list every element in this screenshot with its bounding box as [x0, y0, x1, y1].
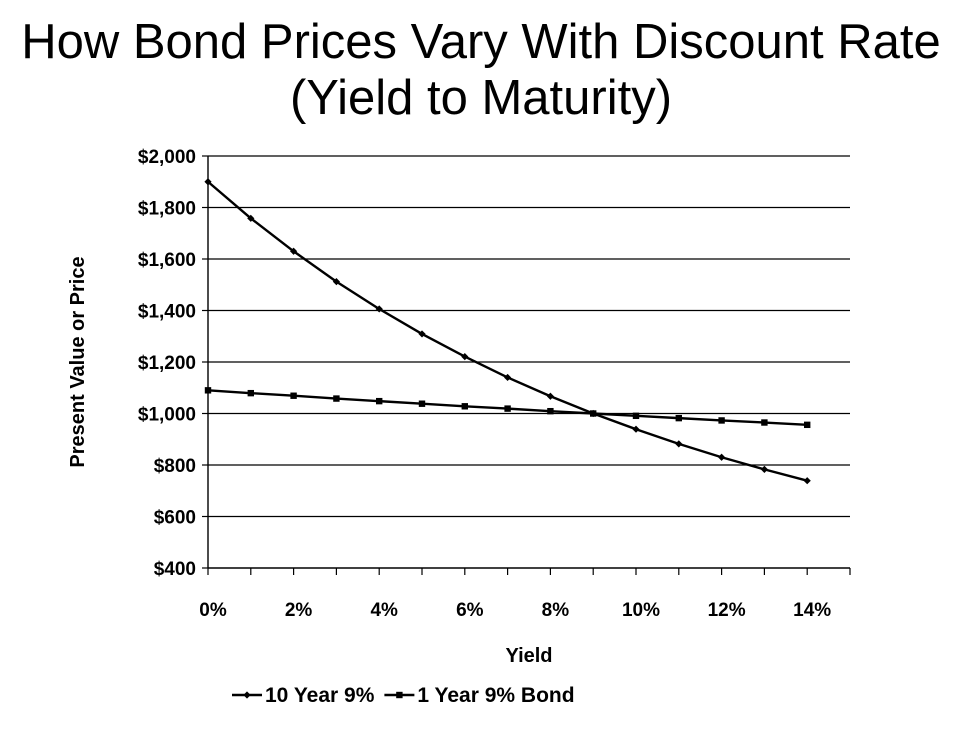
data-point	[761, 419, 768, 426]
data-point	[547, 407, 554, 415]
y-tick-label: $1,400	[138, 302, 196, 323]
data-point	[204, 387, 212, 394]
x-tick-label: 8%	[542, 600, 570, 621]
x-tick-label: 2%	[285, 600, 313, 621]
data-point	[290, 247, 298, 255]
series-2	[204, 387, 811, 429]
series-lines	[204, 178, 811, 485]
series-line	[207, 180, 808, 482]
y-tick-label: $2,000	[138, 147, 196, 168]
data-point	[590, 410, 597, 417]
data-point	[504, 373, 512, 382]
x-tick-label: 14%	[793, 600, 831, 621]
legend-item-2: 1 Year 9% Bond	[384, 684, 575, 707]
data-point	[718, 417, 725, 424]
x-tick-label: 4%	[370, 600, 398, 621]
x-tick-label: 10%	[622, 600, 660, 621]
data-point	[333, 395, 340, 402]
data-point	[675, 414, 682, 422]
axes	[202, 155, 851, 575]
data-point	[461, 352, 469, 361]
data-point	[418, 400, 426, 407]
legend: 10 Year 9% 1 Year 9% Bond	[232, 684, 575, 707]
data-point	[803, 477, 811, 485]
data-point	[804, 421, 811, 429]
y-tick-label: $400	[154, 559, 196, 580]
data-point	[418, 330, 426, 338]
y-tick-label: $1,000	[138, 405, 196, 426]
x-tick-label: 0%	[199, 600, 227, 621]
data-point	[632, 425, 640, 433]
gridlines	[208, 155, 850, 518]
data-point	[247, 389, 254, 397]
data-point	[461, 403, 468, 410]
data-point	[332, 278, 340, 286]
data-point	[243, 691, 251, 699]
y-tick-labels: $400 $600 $800 $1,000 $1,200 $1,400 $1,600 $1,8…	[138, 147, 196, 580]
data-point	[396, 691, 403, 699]
data-point	[760, 465, 768, 473]
x-tick-label: 12%	[708, 600, 746, 621]
chart-title: How Bond Prices Vary With Discount Rate …	[21, 15, 941, 125]
data-point	[204, 178, 212, 186]
legend-item-1: 10 Year 9%	[232, 684, 375, 707]
y-tick-label: $1,200	[138, 353, 196, 374]
x-tick-labels: 0% 2% 4% 6% 8% 10% 12% 14%	[199, 600, 831, 621]
y-tick-label: $600	[154, 508, 196, 529]
data-point	[546, 392, 554, 400]
data-point	[375, 305, 383, 313]
legend-label: 1 Year 9% Bond	[417, 684, 574, 707]
legend-label: 10 Year 9%	[265, 684, 375, 707]
data-point	[504, 405, 511, 412]
data-point	[290, 392, 297, 399]
series-1	[204, 178, 811, 485]
data-point	[632, 412, 640, 420]
data-point	[718, 453, 726, 461]
x-axis-label: Yield	[505, 645, 552, 667]
y-axis-label: Present Value or Price	[67, 256, 89, 467]
y-tick-label: $1,800	[138, 199, 196, 220]
data-point	[247, 214, 255, 222]
data-point	[376, 397, 383, 405]
y-tick-label: $1,600	[138, 250, 196, 271]
data-point	[675, 440, 683, 448]
x-tick-label: 6%	[456, 600, 484, 621]
y-tick-label: $800	[154, 456, 196, 477]
